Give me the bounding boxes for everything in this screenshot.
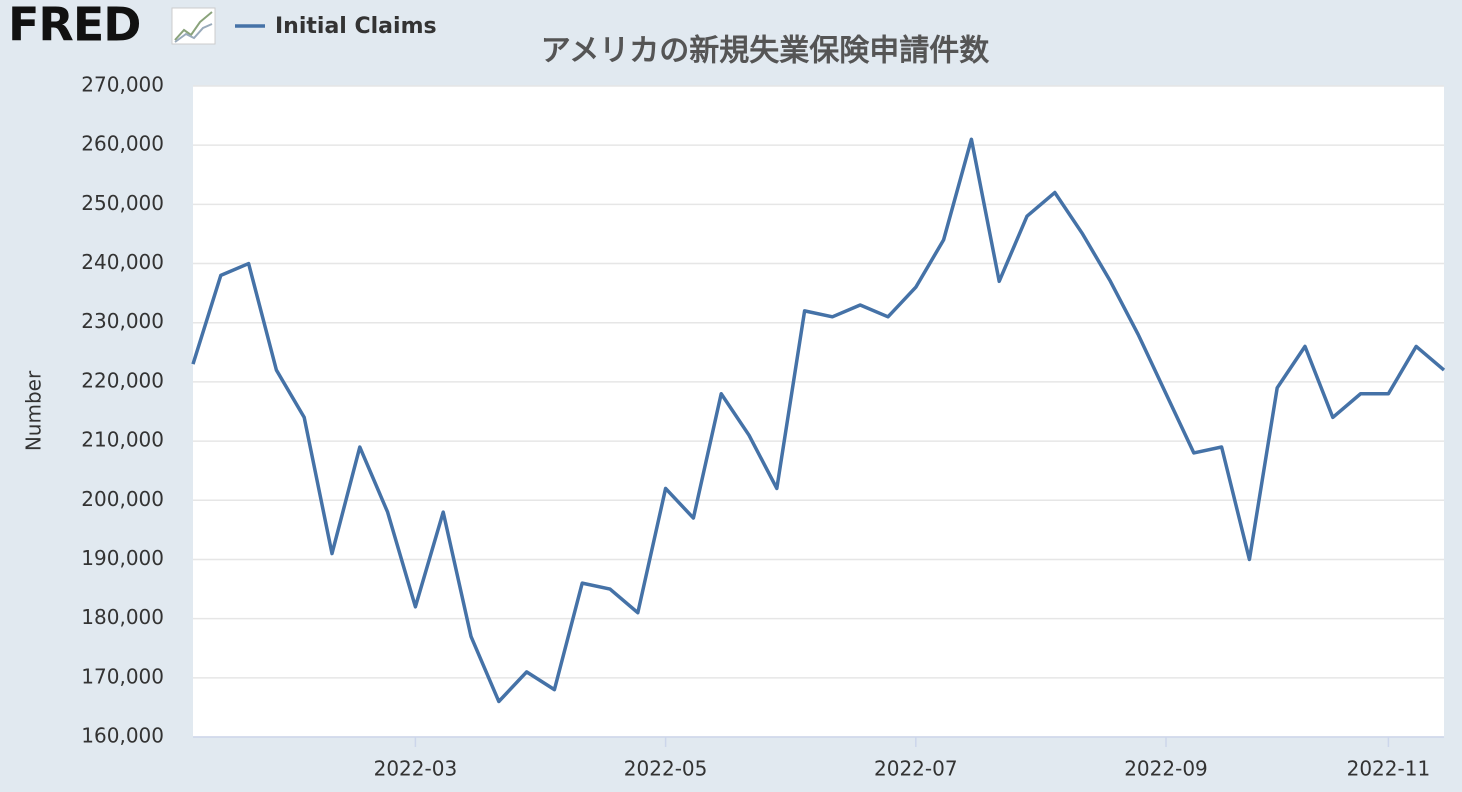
plot-area	[193, 86, 1444, 737]
y-tick-label: 250,000	[81, 191, 164, 215]
x-tick-label: 2022-11	[1347, 757, 1431, 781]
x-tick-label: 2022-07	[874, 757, 958, 781]
y-tick-label: 240,000	[81, 250, 164, 274]
y-tick-label: 160,000	[81, 724, 164, 748]
logo-icon	[171, 7, 216, 45]
x-tick-label: 2022-09	[1124, 757, 1208, 781]
x-tick-label: 2022-03	[374, 757, 458, 781]
y-tick-label: 210,000	[81, 428, 164, 452]
y-tick-label: 190,000	[81, 546, 164, 570]
y-tick-label: 220,000	[81, 368, 164, 392]
series-line	[191, 137, 1446, 704]
y-tick-label: 170,000	[81, 664, 164, 688]
legend-label: Initial Claims	[275, 14, 437, 39]
y-tick-label: 260,000	[81, 132, 164, 156]
logo: FRED	[8, 0, 140, 52]
y-tick-label: 200,000	[81, 487, 164, 511]
y-tick-label: 270,000	[81, 73, 164, 97]
y-axis-label: Number	[22, 370, 46, 451]
x-tick-label: 2022-05	[624, 757, 708, 781]
y-tick-label: 180,000	[81, 605, 164, 629]
chart-title: アメリカの新規失業保険申請件数	[541, 34, 990, 69]
y-tick-label: 230,000	[81, 309, 164, 333]
